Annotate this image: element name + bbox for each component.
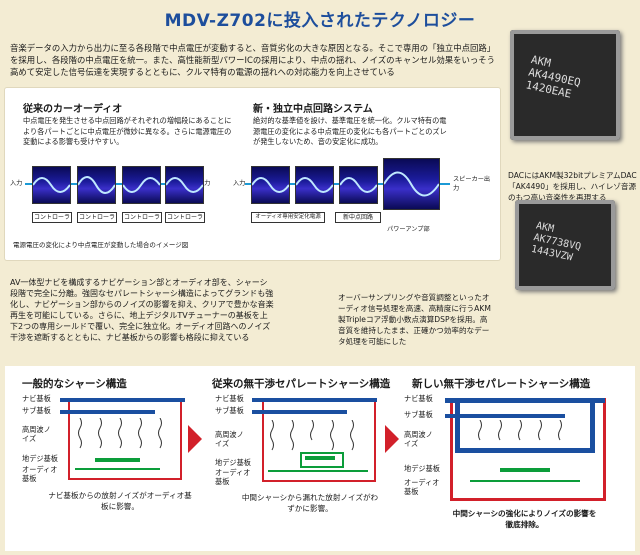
waveform-5 [251,166,290,204]
diagram1-noise-waves [78,418,162,449]
dsp-caption: オーバーサンプリングや音質調整といったオーディオ信号処理を高速、高精度に行うAK… [338,293,491,346]
waveform-1 [32,166,71,204]
left-panel-text: 中点電圧を発生させる中点回路がそれぞれの増幅段にあることにより各パートごとに中点… [23,116,232,146]
right-panel-text: 絶対的な基準値を設け、基準電圧を統一化。クルマ特有の電源電圧の変化による中点電圧… [253,116,447,146]
diagram3-outer-chassis [450,398,606,501]
diagram2-noise-waves [270,420,354,451]
diagram1-caption: ナビ基板からの放射ノイズがオーディオ基板に影響。 [48,491,192,511]
arrow-right-icon [385,425,399,453]
diagram2-heading: 従来の無干渉セパレートシャーシ構造 [212,378,391,390]
waveform-2 [77,166,116,204]
intro-text: 音楽データの入力から出力に至る各段階で中点電圧が変動すると、音質劣化の大きな原因… [10,43,496,77]
diagram1-label-digital: 地デジ基板 [22,454,58,463]
diagram1-label-audio: オーディオ基板 [22,465,58,483]
controller-box-4: コントローラ [165,212,205,223]
diagram1-label-sub: サブ基板 [22,406,51,415]
diagram3-sub-board [445,414,565,418]
diagram3-caption: 中間シャーシの強化によりノイズの影響を徹底排除。 [452,509,597,529]
body-text: AV一体型ナビを構成するナビゲーション部とオーディオ部を、シャーシ段階で完全に分… [10,278,274,342]
diagram3-audio-board [470,480,580,482]
dac-chip-image: AKM AK4490EQ 1420EAE [510,30,620,140]
diagram3-navi-board [445,398,605,403]
diagram1-label-navi: ナビ基板 [22,394,51,403]
diagram1-sub-board [60,410,155,414]
left-panel-heading: 従来のカーオーディオ [23,104,123,115]
waveform-4 [165,166,204,204]
left-input-label: 入力 [10,180,23,187]
controller-box-1: コントローラ [32,212,72,223]
waveform-3 [122,166,161,204]
diagram1-navi-board [60,398,185,402]
diagram2-label-noise: 高周波ノイズ [215,430,244,448]
diagram2-digital-board [305,456,335,460]
diagram3-label-noise: 高周波ノイズ [404,430,433,448]
controller-box-3: コントローラ [122,212,162,223]
diagram2-audio-board [268,470,368,472]
diagram1-outer-chassis [68,398,182,480]
dsp-chip-image: AKM AK7738VQ 1443VZW [515,200,615,290]
circuit-comparison-panel: 従来のカーオーディオ 中点電圧を発生させる中点回路がそれぞれの増幅段にあることに… [5,88,500,260]
power-amp-label: パワーアンプ部 [387,226,430,233]
diagram3-digital-board [500,468,550,472]
power-amp-waveform [383,158,440,210]
diagram1-digital-board [95,458,140,462]
diagram1-audio-board [75,468,160,470]
diagram1-label-noise: 高周波ノイズ [22,425,51,443]
diagram3-label-navi: ナビ基板 [404,394,433,403]
diagram3-middle-chassis [455,398,595,453]
diagram2-label-sub: サブ基板 [215,406,244,415]
diagram2-navi-board [252,398,377,402]
diagram2-shield [300,452,344,468]
diagram3-label-digital: 地デジ基板 [404,464,440,473]
speaker-output-label: スピーカー出力 [453,176,491,192]
diagram1-heading: 一般的なシャーシ構造 [22,378,127,390]
diagram2-outer-chassis [262,398,376,482]
diagram2-label-audio: オーディオ基板 [215,468,251,486]
diagram2-label-navi: ナビ基板 [215,394,244,403]
diagram3-label-audio: オーディオ基板 [404,478,440,496]
diagram2-sub-board [252,410,347,414]
left-output-label: 出力 [198,180,211,187]
page-title: MDV-Z702に投入されたテクノロジー [164,11,476,31]
new-midpoint-box: 新中点回路 [335,212,381,223]
diagram3-heading: 新しい無干渉セパレートシャーシ構造 [412,378,591,390]
diagram3-label-sub: サブ基板 [404,410,433,419]
diagram2-label-digital: 地デジ基板 [215,458,251,467]
dac-caption: DACにはAKM製32bitプレミアムDAC「AK4490」を採用し、ハイレゾ音… [508,171,637,202]
waveform-6 [295,166,334,204]
waveform-7 [339,166,378,204]
controller-box-2: コントローラ [77,212,117,223]
diagram3-noise-waves [478,420,562,441]
left-footnote: 電源電圧の変化により中点電圧が変動した場合のイメージ図 [13,241,189,249]
stabilized-power-box: オーディオ専用安定化電源 [251,212,325,223]
arrow-right-icon [188,425,202,453]
diagram2-caption: 中間シャーシから漏れた放射ノイズがわずかに影響。 [241,493,379,513]
right-panel-heading: 新・独立中点回路システム [253,104,373,115]
right-input-label: 入力 [233,180,246,187]
